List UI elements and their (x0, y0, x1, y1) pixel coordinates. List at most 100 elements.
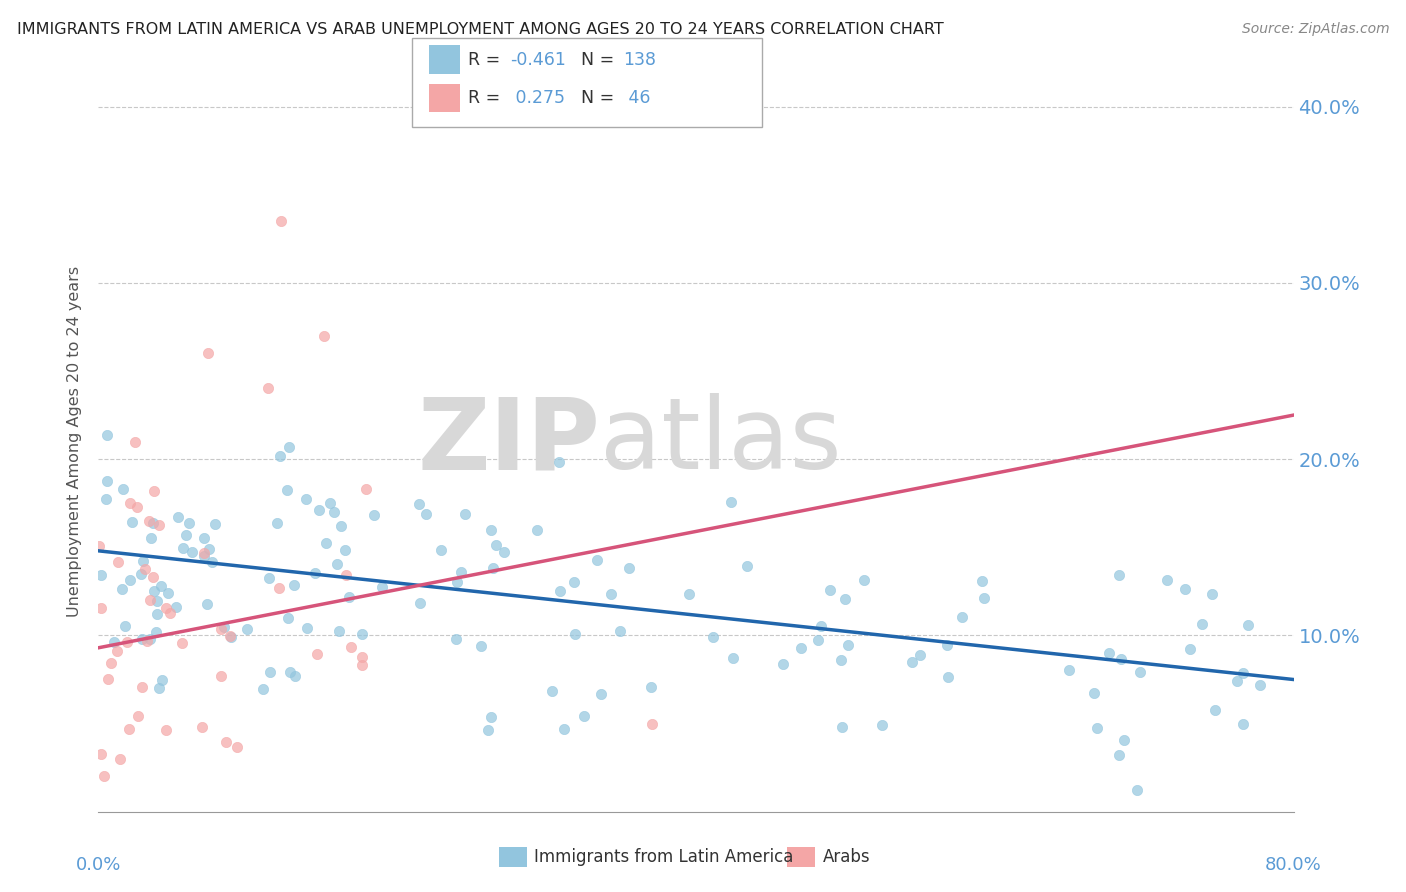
Point (215, 735, 238, 749)
Point (541, 684, 564, 698)
Point (340, 640, 363, 654)
Point (333, 542, 356, 557)
Point (319, 495, 342, 509)
Point (482, 560, 505, 574)
Point (142, 570, 165, 584)
Point (131, 632, 153, 646)
Point (363, 508, 385, 522)
Point (94, 492, 117, 507)
Point (789, 640, 811, 655)
Point (1111, 652, 1133, 666)
Point (1204, 704, 1226, 718)
Point (1174, 582, 1197, 597)
Point (219, 629, 242, 643)
Point (295, 491, 318, 506)
Point (181, 545, 204, 559)
Point (277, 440, 299, 454)
Point (198, 541, 221, 556)
Point (548, 455, 571, 469)
Text: IMMIGRANTS FROM LATIN AMERICA VS ARAB UNEMPLOYMENT AMONG AGES 20 TO 24 YEARS COR: IMMIGRANTS FROM LATIN AMERICA VS ARAB UN… (17, 22, 943, 37)
Point (170, 636, 193, 650)
Point (315, 536, 337, 550)
Point (1085, 721, 1108, 735)
Text: R =: R = (468, 51, 506, 69)
Point (266, 516, 288, 531)
Point (139, 531, 162, 545)
Point (935, 639, 957, 653)
Point (1129, 665, 1152, 679)
Point (90, 568, 112, 582)
Point (350, 649, 373, 664)
Point (477, 723, 499, 738)
Point (114, 619, 136, 633)
Point (323, 505, 346, 519)
Point (772, 657, 794, 672)
Point (105, 644, 128, 658)
Point (150, 579, 173, 593)
Point (1249, 678, 1271, 692)
Point (485, 538, 508, 552)
Point (118, 574, 141, 588)
Point (408, 497, 430, 511)
Point (721, 650, 744, 665)
Point (96, 474, 118, 488)
Point (1226, 673, 1249, 688)
Point (818, 582, 841, 597)
Point (837, 638, 859, 652)
Point (702, 630, 724, 644)
Point (409, 596, 432, 610)
Text: ZIP: ZIP (418, 393, 600, 490)
Point (145, 607, 167, 621)
Point (277, 611, 299, 625)
Point (350, 627, 373, 641)
Point (1201, 587, 1223, 601)
Point (295, 621, 318, 635)
Point (204, 517, 226, 532)
Point (444, 632, 467, 647)
Point (450, 565, 472, 579)
Point (111, 582, 134, 596)
Point (165, 599, 187, 614)
Point (219, 630, 242, 644)
Text: -0.461: -0.461 (510, 51, 567, 69)
Point (852, 574, 875, 588)
Point (90, 747, 112, 761)
Point (371, 581, 394, 595)
Point (135, 633, 157, 648)
Point (157, 586, 180, 600)
Point (314, 328, 336, 343)
Point (148, 681, 170, 695)
Point (110, 752, 132, 766)
Point (1057, 663, 1080, 677)
Point (103, 635, 125, 649)
Point (1108, 747, 1130, 762)
Point (339, 590, 361, 604)
Point (430, 543, 453, 558)
Point (100, 656, 122, 670)
Point (735, 559, 758, 574)
Point (284, 669, 307, 683)
Point (138, 632, 160, 646)
Point (283, 578, 305, 592)
Point (172, 541, 194, 555)
Point (235, 622, 257, 636)
Point (179, 516, 201, 530)
Point (446, 574, 468, 589)
Point (305, 647, 328, 661)
Point (834, 592, 856, 607)
Point (132, 554, 155, 568)
Point (1237, 618, 1260, 632)
Point (454, 507, 477, 521)
Point (609, 624, 631, 639)
Point (470, 639, 492, 653)
Point (326, 557, 349, 571)
Text: 0.275: 0.275 (510, 89, 565, 107)
Point (350, 658, 373, 673)
Point (526, 523, 548, 537)
Point (354, 482, 377, 496)
Point (193, 549, 215, 564)
Point (155, 601, 177, 615)
Text: N =: N = (581, 51, 614, 69)
Point (225, 739, 247, 754)
Point (1112, 732, 1135, 747)
